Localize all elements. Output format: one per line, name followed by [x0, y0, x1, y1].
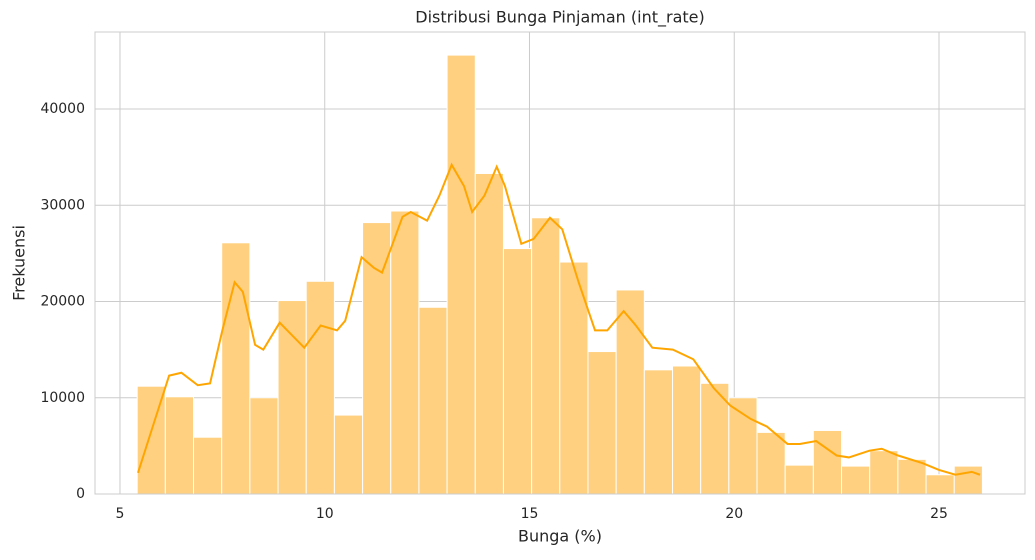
y-tick-label: 10000	[40, 390, 85, 406]
bar	[728, 397, 758, 495]
bar	[249, 397, 279, 495]
bar	[953, 465, 983, 495]
bar	[925, 474, 955, 495]
bar	[333, 414, 364, 495]
bar	[784, 464, 814, 495]
bar	[841, 465, 871, 495]
bar	[164, 396, 195, 495]
y-axis-label: Frekuensi	[10, 225, 29, 301]
chart-title: Distribusi Bunga Pinjaman (int_rate)	[415, 8, 704, 28]
bar	[305, 280, 335, 495]
bar	[615, 289, 645, 495]
bar	[531, 217, 561, 495]
bar	[474, 172, 504, 495]
bar	[277, 300, 307, 495]
bar	[502, 248, 533, 495]
bar	[869, 450, 899, 495]
bar	[446, 54, 476, 495]
x-tick-label: 15	[521, 506, 539, 522]
bar	[671, 365, 702, 495]
bar	[812, 429, 843, 495]
bar	[221, 242, 251, 495]
x-tick-label: 10	[316, 506, 334, 522]
bar	[756, 431, 786, 495]
x-axis-label: Bunga (%)	[518, 527, 602, 546]
bar	[700, 382, 730, 495]
y-tick-label: 0	[76, 486, 85, 502]
bar	[897, 458, 927, 495]
bar	[362, 222, 392, 495]
plot-frame	[94, 31, 1026, 495]
bar	[390, 210, 420, 495]
x-tick-label: 5	[116, 506, 125, 522]
bar	[418, 306, 448, 495]
bar	[643, 369, 673, 495]
bar	[587, 351, 617, 495]
x-tick-label: 25	[930, 506, 948, 522]
x-tick-label: 20	[725, 506, 743, 522]
bar	[193, 436, 223, 495]
y-tick-label: 40000	[40, 101, 85, 117]
y-tick-label: 20000	[40, 294, 85, 310]
y-tick-label: 30000	[40, 197, 85, 213]
kde-line	[137, 162, 981, 476]
